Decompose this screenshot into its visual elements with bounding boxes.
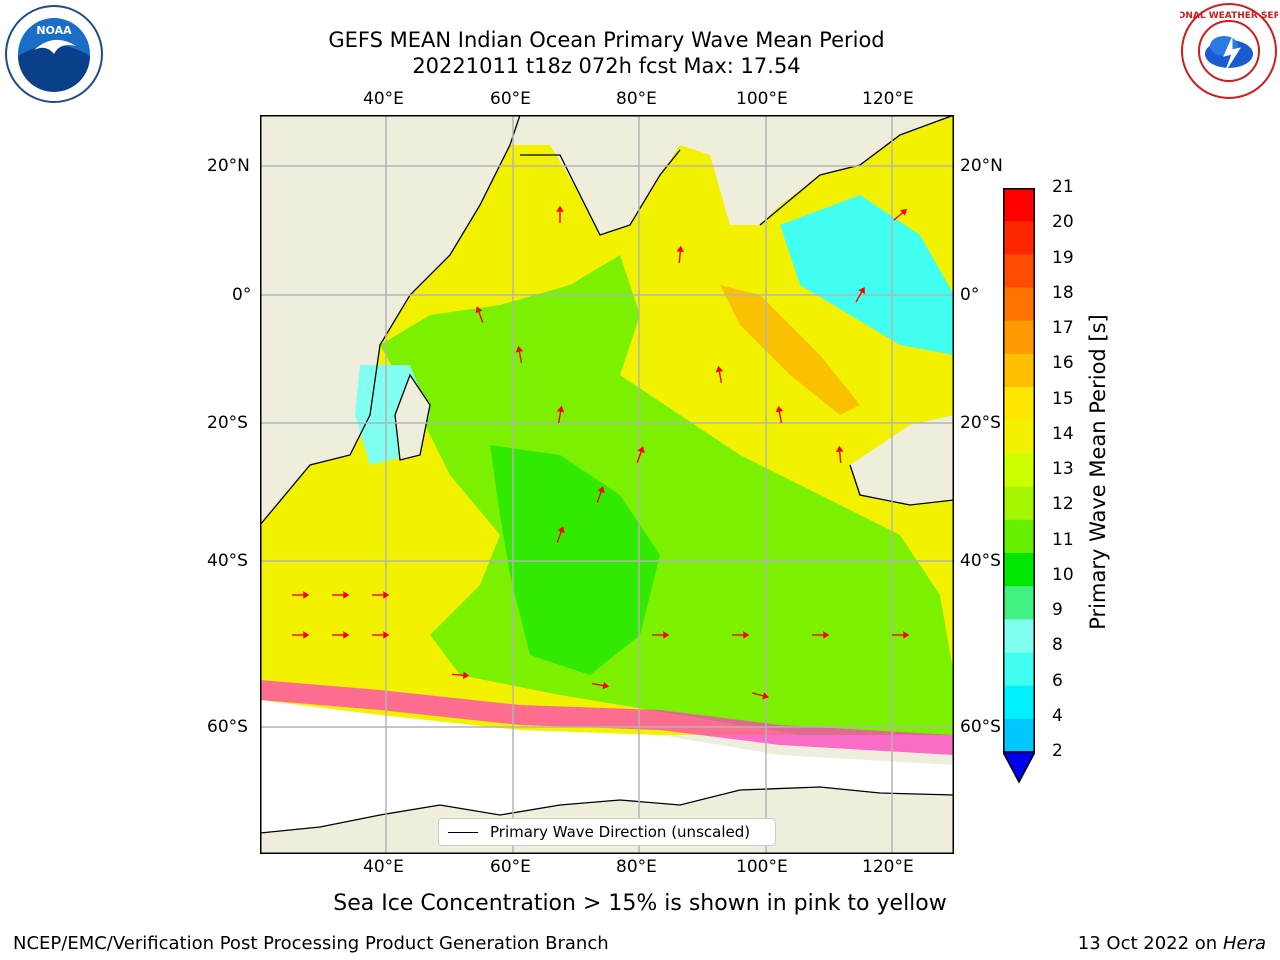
colorbar-tick-label: 12 [1052, 494, 1074, 515]
colorbar-segment [1003, 387, 1035, 421]
colorbar-tick-label: 15 [1052, 388, 1074, 409]
lon-tick-bottom: 100°E [736, 857, 788, 877]
seasia-coastline [759, 115, 954, 226]
colorbar-segment [1003, 254, 1035, 289]
chart-title: GEFS MEAN Indian Ocean Primary Wave Mean… [328, 28, 885, 52]
lon-tick-top: 80°E [616, 89, 657, 109]
africa-coastline [260, 115, 521, 526]
footer-date: 13 Oct 2022 on Hera [1078, 933, 1266, 954]
map-legend: Primary Wave Direction (unscaled) [438, 818, 776, 846]
lat-tick-left: 20°N [207, 156, 250, 176]
colorbar-label: Primary Wave Mean Period [s] [1086, 314, 1110, 630]
lat-tick-right: 20°S [960, 413, 1001, 433]
lat-tick-left: 20°S [207, 413, 248, 433]
colorbar-tick-label: 8 [1052, 635, 1063, 656]
colorbar-segment [1003, 353, 1035, 388]
australia-coastline [849, 464, 954, 506]
colorbar-segment [1003, 486, 1035, 521]
ocean-field-cyan [780, 195, 954, 355]
lat-tick-right: 20°N [960, 156, 1003, 176]
lat-tick-right: 60°S [960, 717, 1001, 737]
footer-date-text: 13 Oct 2022 on [1077, 933, 1223, 954]
svg-text:NATIONAL WEATHER SERVICE: NATIONAL WEATHER SERVICE [1180, 11, 1278, 21]
lon-tick-bottom: 120°E [862, 857, 914, 877]
india-coastline [520, 149, 681, 236]
colorbar-tick-label: 18 [1052, 282, 1074, 303]
colorbar-tick-label: 20 [1052, 212, 1074, 233]
lon-tick-bottom: 80°E [616, 857, 657, 877]
colorbar-tick-label: 6 [1052, 670, 1063, 691]
colorbar-tick-label: 9 [1052, 600, 1063, 620]
colorbar-segment [1003, 453, 1035, 488]
ocean-field-orange [720, 285, 860, 415]
lon-tick-top: 40°E [363, 89, 404, 109]
colorbar-tick-label: 13 [1052, 459, 1074, 479]
lon-tick-bottom: 60°E [490, 857, 531, 877]
chart-subtitle: 20221011 t18z 072h fcst Max: 17.54 [412, 54, 801, 78]
colorbar-segment [1003, 188, 1035, 222]
lat-tick-left: 0° [232, 285, 252, 305]
colorbar-tick-label: 2 [1052, 741, 1063, 761]
legend-line-swatch [448, 832, 478, 833]
colorbar-segment [1003, 320, 1035, 355]
lon-tick-bottom: 40°E [363, 857, 404, 877]
colorbar-tick-label: 17 [1052, 318, 1074, 338]
legend-label: Primary Wave Direction (unscaled) [490, 823, 751, 841]
colorbar-segment [1003, 287, 1035, 322]
svg-text:NOAA: NOAA [36, 24, 72, 37]
wave-direction-arrows [292, 205, 910, 700]
lat-tick-left: 60°S [207, 717, 248, 737]
footer-machine: Hera [1222, 933, 1266, 954]
colorbar [1003, 188, 1035, 784]
colorbar-segment [1003, 552, 1035, 587]
ocean-field-darkgreen [490, 445, 660, 675]
lon-tick-top: 100°E [736, 89, 788, 109]
colorbar-segment [1003, 685, 1035, 720]
graticule [260, 115, 954, 854]
colorbar-segment [1003, 619, 1035, 653]
lat-tick-left: 40°S [207, 551, 248, 571]
lon-tick-top: 60°E [490, 89, 531, 109]
colorbar-tick-label: 10 [1052, 564, 1074, 585]
colorbar-tick-label: 14 [1052, 423, 1074, 444]
colorbar-tick-label: 11 [1052, 529, 1074, 550]
colorbar-tick-label: 16 [1052, 353, 1074, 374]
colorbar-segment [1003, 221, 1035, 255]
colorbar-segment [1003, 652, 1035, 687]
lon-tick-top: 120°E [862, 89, 914, 109]
colorbar-tick-label: 21 [1052, 177, 1074, 197]
colorbar-frame [1003, 188, 1035, 753]
madagascar-coastline [394, 373, 431, 461]
colorbar-segment [1003, 718, 1035, 753]
colorbar-tick-label: 4 [1052, 705, 1063, 726]
lat-tick-right: 40°S [960, 551, 1001, 571]
footer-branch: NCEP/EMC/Verification Post Processing Pr… [13, 933, 609, 954]
colorbar-segment [1003, 420, 1035, 454]
colorbar-tick-label: 19 [1052, 247, 1074, 268]
lat-tick-right: 0° [960, 285, 980, 305]
colorbar-extend-triangle [1003, 751, 1035, 784]
nws-logo-icon: NATIONAL WEATHER SERVICE [1180, 3, 1278, 99]
wave-period-map [260, 115, 954, 854]
colorbar-segment [1003, 586, 1035, 620]
colorbar-segment [1003, 519, 1035, 554]
sea-ice-note: Sea Ice Concentration > 15% is shown in … [333, 891, 947, 916]
noaa-logo-icon: NOAA [5, 5, 103, 103]
sea-ice-fringe [260, 680, 954, 755]
